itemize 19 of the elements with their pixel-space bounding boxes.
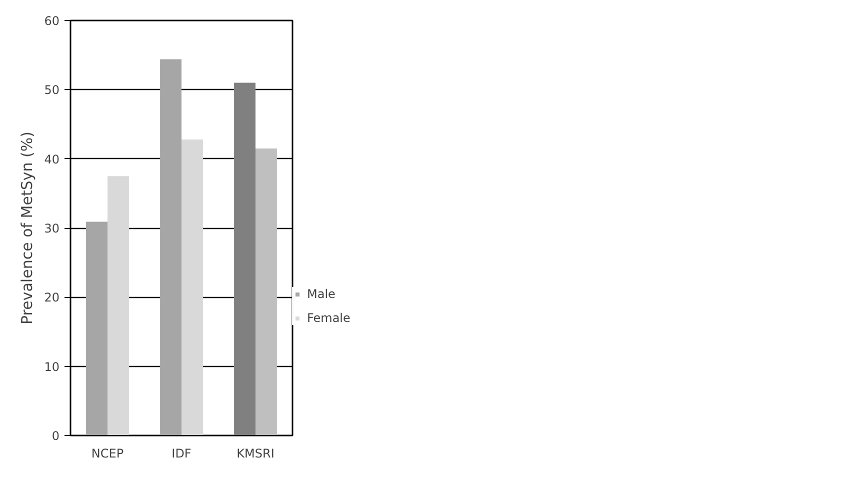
y-axis-title: Prevalence of MetSyn (%) [18, 132, 36, 324]
x-tick-label: IDF [172, 446, 192, 460]
legend-label: Male [307, 287, 336, 301]
bar [234, 82, 256, 436]
x-tick-label: KMSRI [236, 446, 274, 460]
y-tick-label: 30 [44, 222, 60, 236]
y-tick-label: 20 [44, 290, 60, 305]
y-tick-label: 40 [44, 152, 60, 166]
bar [160, 59, 182, 436]
bar [86, 222, 108, 436]
bar [108, 176, 129, 436]
bar [256, 148, 277, 436]
y-tick-label: 50 [44, 83, 60, 98]
y-tick-label: 0 [52, 429, 60, 443]
bar [182, 139, 203, 436]
y-tick-label: 60 [44, 14, 60, 28]
legend-label: Female [307, 311, 350, 325]
y-tick-label: 10 [44, 360, 60, 374]
x-tick-label: NCEP [91, 446, 124, 460]
